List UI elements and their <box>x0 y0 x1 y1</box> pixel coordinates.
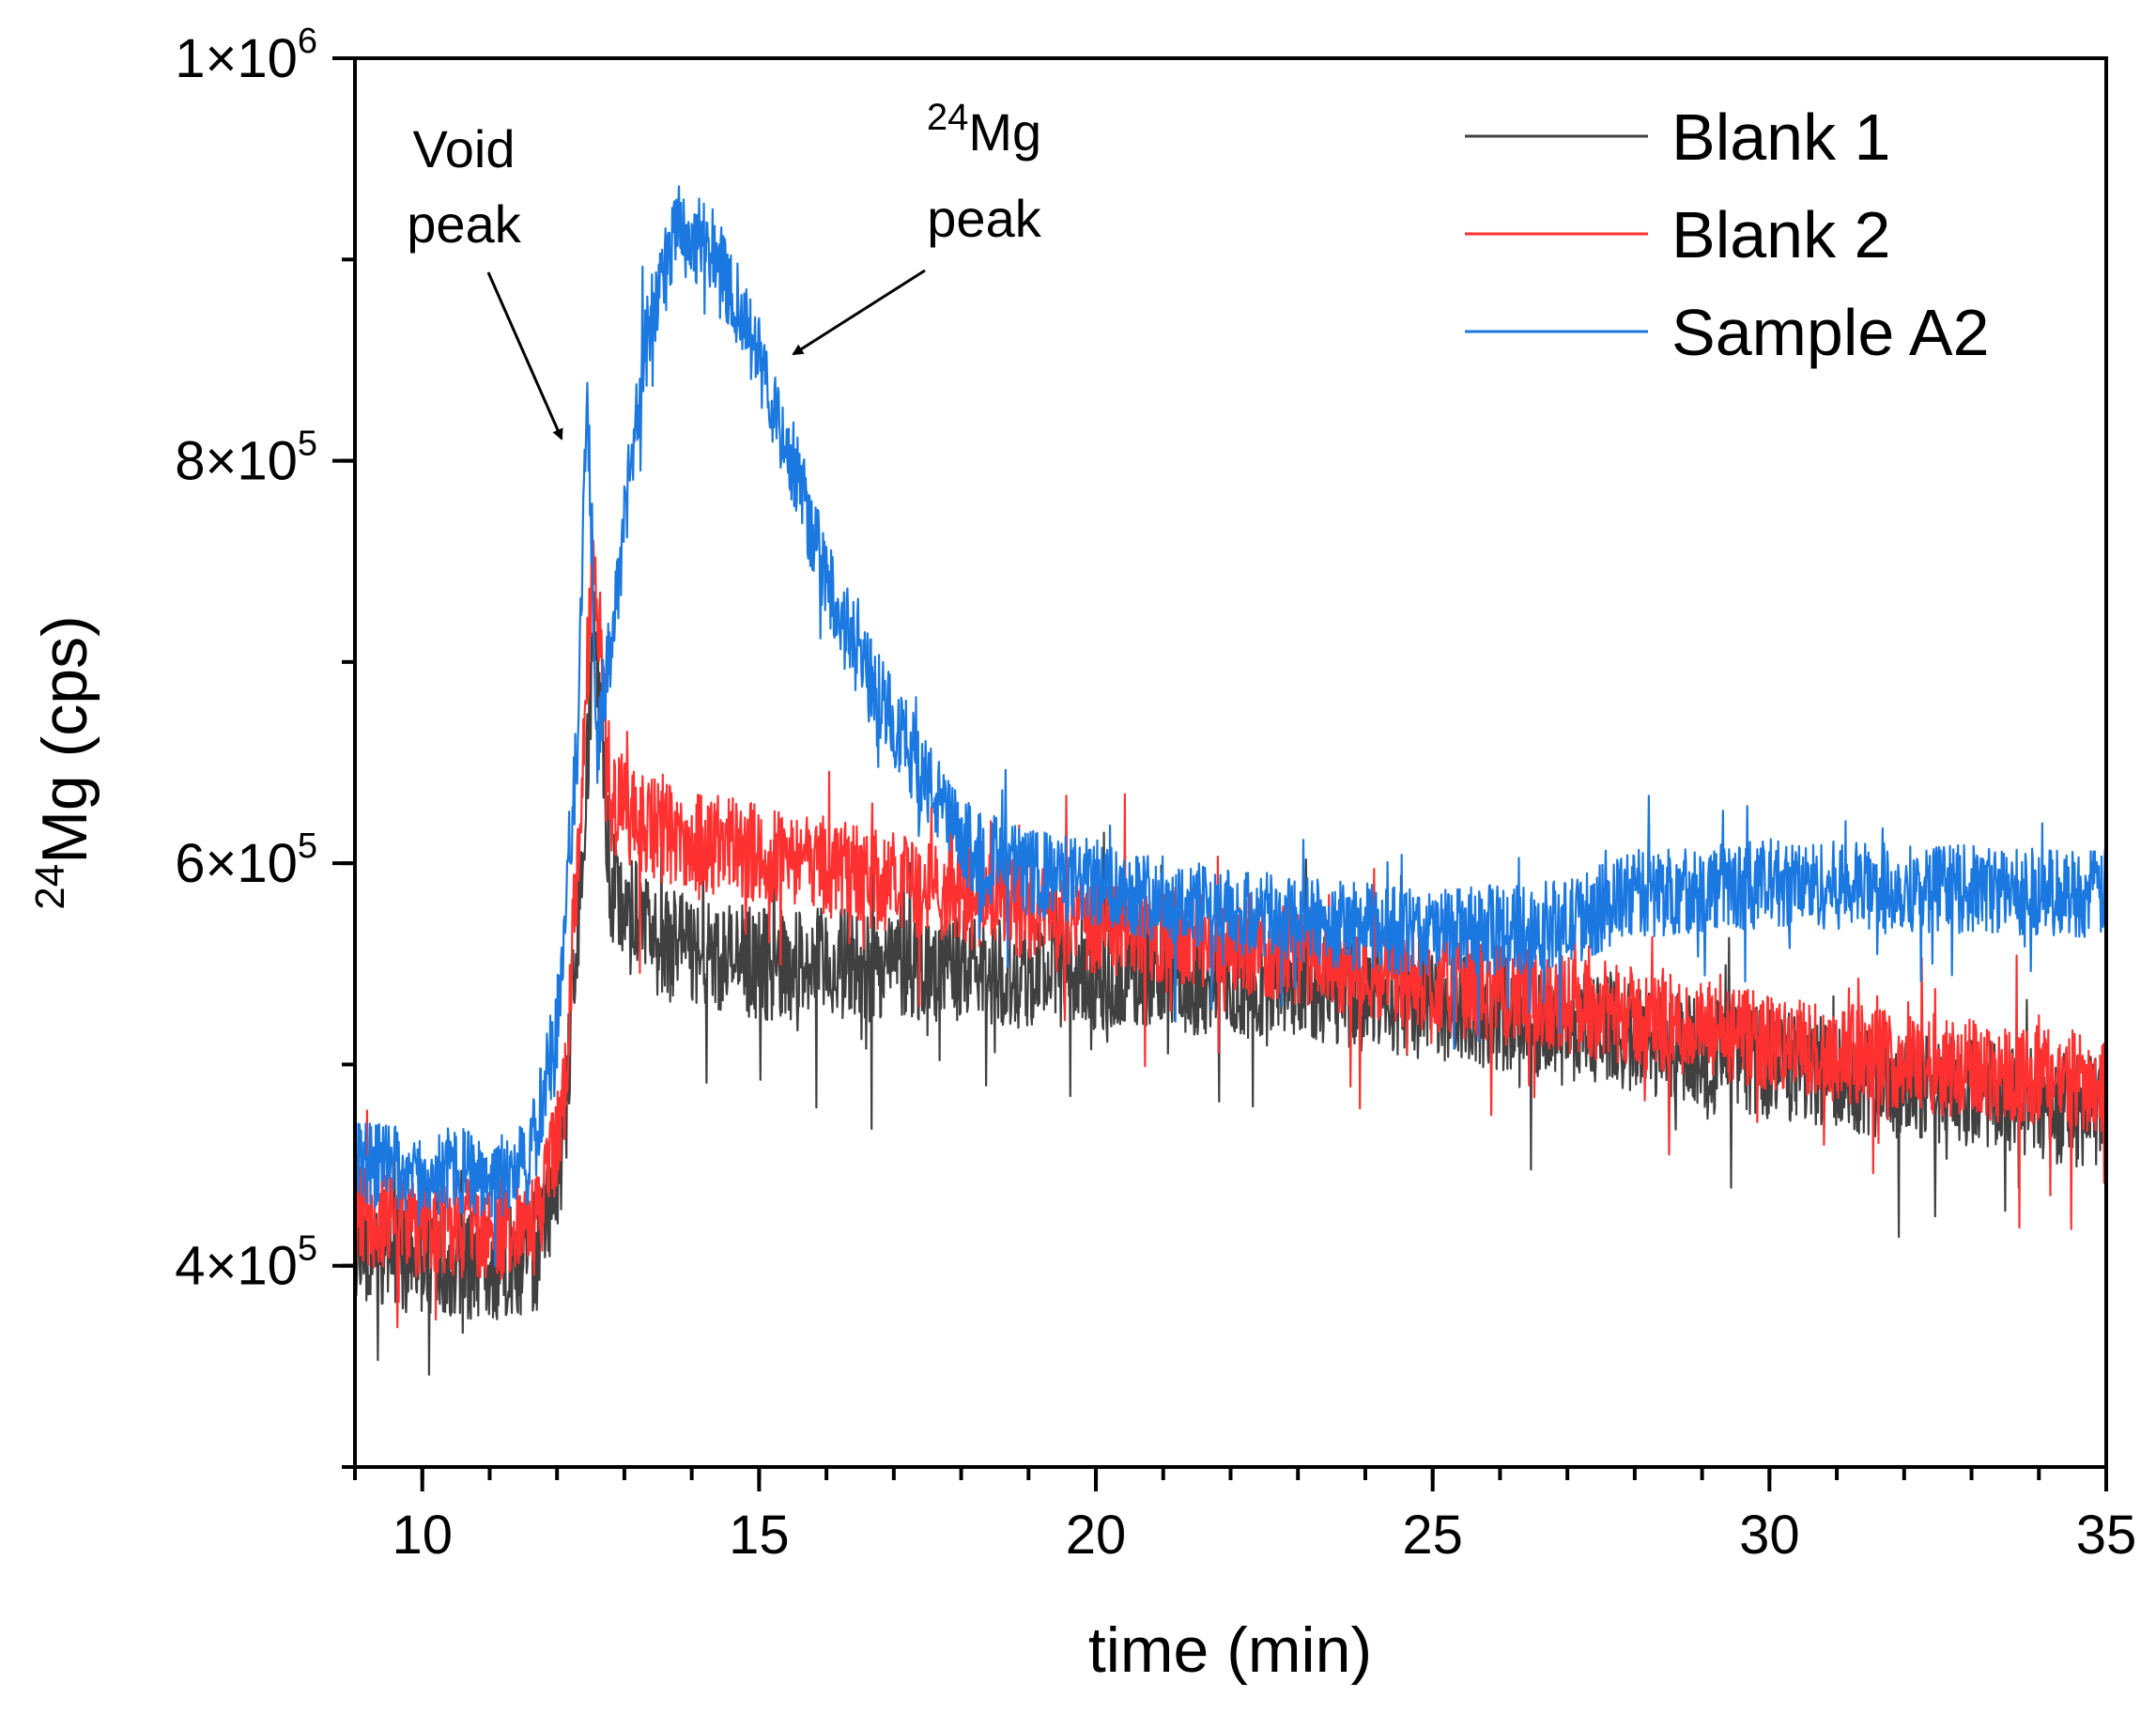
plot-frame <box>353 56 2108 1469</box>
legend-label: Sample A2 <box>1671 296 1990 369</box>
y-tick-label-mantissa: 8×10 <box>175 431 298 492</box>
y-tick-label: 6×105 <box>175 826 317 894</box>
y-tick-label: 1×106 <box>175 22 317 89</box>
x-tick-label: 20 <box>1066 1505 1127 1566</box>
x-axis-title: time (min) <box>1088 1614 1372 1686</box>
y-tick-label: 8×105 <box>175 425 317 492</box>
x-tick-label: 15 <box>729 1505 790 1566</box>
void-peak-label-line2: peak <box>407 194 521 254</box>
series-line-blank-1 <box>355 591 2106 1376</box>
series-layer <box>355 185 2106 1376</box>
mg-peak-label-line1: 24Mg <box>927 97 1041 162</box>
y-tick-label-exponent: 5 <box>298 425 317 464</box>
legend: Blank 1 Blank 2 Sample A2 <box>1465 100 1990 369</box>
y-tick-label-exponent: 5 <box>298 826 317 866</box>
mg-peak-label-line2: peak <box>927 189 1041 248</box>
y-tick-label: 4×105 <box>175 1229 317 1297</box>
y-axis-title: 24Mg (cps) <box>27 615 100 909</box>
x-tick-label: 30 <box>1739 1505 1800 1566</box>
legend-label: Blank 1 <box>1671 100 1890 174</box>
y-tick-label-exponent: 5 <box>298 1229 317 1269</box>
void-peak-label-line1: Void <box>413 119 516 178</box>
x-tick-label: 35 <box>2076 1505 2137 1566</box>
y-axis-title-sup: 24 <box>27 864 73 910</box>
mg-peak-label-sup: 24 <box>927 97 969 138</box>
y-axis-title-main: Mg (cps) <box>29 615 100 863</box>
mg-peak-annotation: 24Mg peak <box>792 97 1042 356</box>
mg-peak-arrow <box>792 269 926 356</box>
x-axis-ticks: 10 15 20 25 30 35 <box>353 1467 2137 1566</box>
y-tick-label-mantissa: 4×10 <box>175 1236 298 1297</box>
series-line-sample-a2 <box>355 185 2106 1268</box>
void-peak-annotation: Void peak <box>407 119 563 440</box>
y-tick-label-mantissa: 1×10 <box>175 28 298 89</box>
legend-label: Blank 2 <box>1671 198 1890 271</box>
x-tick-label: 10 <box>392 1505 453 1566</box>
mg-peak-label-main: Mg <box>968 102 1041 162</box>
void-peak-arrow <box>486 271 563 440</box>
y-tick-label-exponent: 6 <box>298 22 317 61</box>
x-tick-label: 25 <box>1402 1505 1463 1566</box>
y-tick-label-mantissa: 6×10 <box>175 833 298 894</box>
